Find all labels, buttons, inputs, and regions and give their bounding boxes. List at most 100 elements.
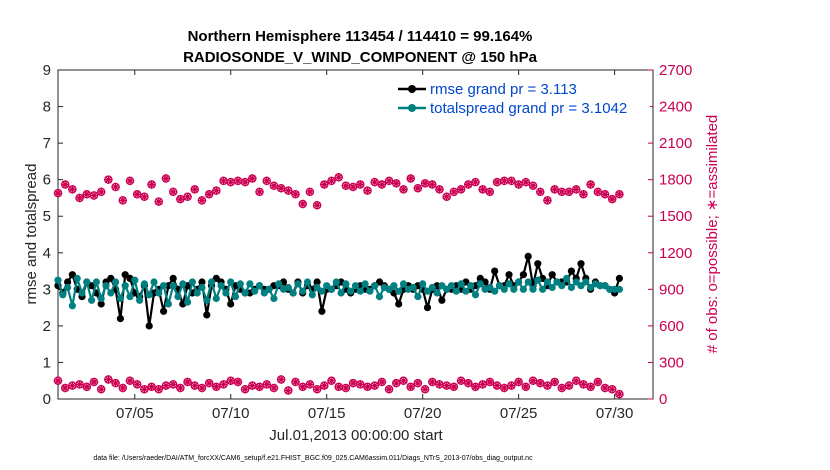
possible-obs-star xyxy=(485,187,495,197)
totalspread-point xyxy=(275,280,283,288)
totalspread-point xyxy=(83,278,91,286)
possible-obs-star xyxy=(572,185,581,194)
assimilated-obs-star xyxy=(572,376,581,385)
totalspread-point xyxy=(136,296,144,304)
possible-obs-star xyxy=(168,187,178,197)
totalspread-point xyxy=(241,289,249,297)
x-tick-label: 07/05 xyxy=(116,405,154,422)
totalspread-point xyxy=(160,282,168,290)
totalspread-point xyxy=(356,287,364,295)
assimilated-obs-star xyxy=(377,377,387,387)
assimilated-obs-star xyxy=(89,377,99,387)
left-tick-label: 0 xyxy=(43,391,51,408)
totalspread-point xyxy=(303,278,312,286)
left-tick-label: 2 xyxy=(43,318,51,335)
assimilated-obs-star xyxy=(363,382,372,392)
rmse-point xyxy=(534,260,542,268)
totalspread-point xyxy=(68,302,76,310)
assimilated-obs-star xyxy=(276,375,286,384)
assimilated-obs-star xyxy=(384,385,394,394)
left-y-axis: 0 1 2 3 4 5 6 7 8 9 xyxy=(43,62,63,408)
rmse-point xyxy=(438,296,446,304)
assimilated-obs-star xyxy=(456,376,466,385)
possible-obs-star xyxy=(536,187,545,197)
assimilated-obs-star xyxy=(586,382,595,392)
assimilated-obs-star xyxy=(248,381,257,390)
totalspread-point xyxy=(510,285,518,293)
possible-obs-star xyxy=(312,201,322,210)
totalspread-point xyxy=(193,289,201,297)
totalspread-point xyxy=(371,282,379,290)
totalspread-point xyxy=(97,294,105,303)
totalspread-point xyxy=(433,289,441,297)
totalspread-point xyxy=(524,278,532,286)
assimilated-obs-star xyxy=(262,380,271,389)
assimilated-obs-star xyxy=(212,382,221,392)
possible-obs-star xyxy=(298,199,307,209)
assimilated-obs-star xyxy=(60,383,70,393)
totalspread-point xyxy=(251,287,259,295)
right-tick-label: 900 xyxy=(659,281,684,298)
right-y-axis: 0 300 600 900 1200 1500 1800 2100 2400 2700 xyxy=(648,62,692,408)
rmse-point xyxy=(577,260,585,268)
assimilated-obs-star xyxy=(240,385,250,394)
totalspread-point xyxy=(318,287,326,295)
totalspread-point xyxy=(169,282,177,290)
rmse-point xyxy=(203,311,211,319)
possible-obs-star xyxy=(255,187,264,197)
totalspread-point xyxy=(615,285,624,293)
totalspread-point xyxy=(543,278,552,286)
assimilated-obs-star xyxy=(420,385,430,394)
plot-area xyxy=(57,69,654,400)
possible-obs-star xyxy=(262,176,271,186)
possible-obs-star xyxy=(420,179,430,188)
assimilated-obs-star xyxy=(176,383,185,393)
totalspread-point xyxy=(447,282,456,290)
rmse-point xyxy=(567,267,576,275)
totalspread-point xyxy=(102,282,110,290)
left-axis-label: rmse and totalspread xyxy=(23,164,40,305)
left-tick-label: 6 xyxy=(43,172,51,189)
totalspread-point xyxy=(126,293,134,301)
possible-obs-star xyxy=(507,176,516,186)
rmse-point xyxy=(145,322,153,330)
totalspread-point xyxy=(395,287,403,295)
chart-title-line-2: RADIOSONDE_V_WIND_COMPONENT @ 150 hPa xyxy=(183,49,538,66)
totalspread-point xyxy=(179,280,187,288)
possible-obs-star xyxy=(132,190,142,199)
assimilated-obs-star xyxy=(485,377,495,387)
assimilated-obs-star xyxy=(579,380,588,389)
totalspread-point xyxy=(515,278,523,286)
totalspread-point xyxy=(505,280,513,288)
assimilated-obs-star xyxy=(183,377,192,387)
totalspread-line xyxy=(56,277,620,307)
x-axis: 07/05 07/10 07/15 07/20 07/25 07/30 xyxy=(116,70,633,422)
possible-obs-star xyxy=(190,185,199,194)
totalspread-series xyxy=(54,274,624,310)
possible-obs-star xyxy=(284,186,293,195)
totalspread-point xyxy=(203,296,211,304)
totalspread-point xyxy=(548,283,556,292)
assimilated-obs-star xyxy=(564,381,574,390)
rmse-point xyxy=(169,274,177,282)
totalspread-point xyxy=(222,289,230,297)
possible-obs-star xyxy=(478,185,487,194)
possible-obs-star xyxy=(118,196,127,205)
chart-title-line-1: Northern Hemisphere 113454 / 114410 = 99… xyxy=(188,28,533,45)
left-tick-label: 8 xyxy=(43,99,51,116)
totalspread-point xyxy=(567,283,576,292)
assimilated-obs-star xyxy=(96,385,106,394)
possible-obs-star xyxy=(104,175,113,184)
totalspread-point xyxy=(231,293,240,301)
obs-possible-series xyxy=(53,172,624,210)
possible-obs-star xyxy=(305,187,315,197)
possible-obs-star xyxy=(593,187,603,197)
assimilated-obs-star xyxy=(305,380,315,389)
totalspread-point xyxy=(107,289,115,297)
totalspread-point xyxy=(92,278,100,286)
rmse-point xyxy=(615,274,624,282)
totalspread-point xyxy=(131,276,139,284)
possible-obs-star xyxy=(377,180,387,189)
assimilated-obs-star xyxy=(528,376,538,385)
assimilated-obs-star xyxy=(608,385,617,394)
